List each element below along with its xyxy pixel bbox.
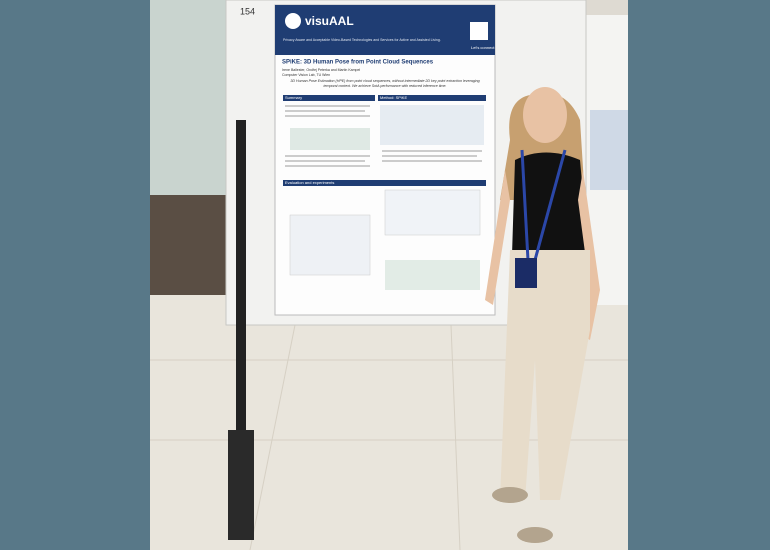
section-title: Summary xyxy=(285,95,302,100)
section-bar xyxy=(283,180,486,186)
neighbor-block xyxy=(590,110,628,190)
figure xyxy=(290,128,370,150)
person xyxy=(485,87,600,543)
section-bar xyxy=(283,95,375,101)
results-table xyxy=(289,214,371,276)
stand-leg xyxy=(236,120,246,540)
logo-icon xyxy=(285,13,301,29)
logo: visuAAL xyxy=(305,14,354,28)
affiliation: Computer Vision Lab, TU Wien xyxy=(282,73,330,77)
authors: Irene Ballester, Ondřej Peterka and Mart… xyxy=(282,68,360,72)
section-bar xyxy=(378,95,486,101)
door xyxy=(150,195,230,295)
board-number: 154 xyxy=(240,6,255,16)
poster-header xyxy=(275,5,495,55)
figure xyxy=(385,260,480,290)
window xyxy=(150,0,230,200)
logo-tagline: Privacy Aware and Acceptable Video-Based… xyxy=(283,38,441,42)
section-title: Evaluation and experiments xyxy=(285,180,334,185)
abstract: 3D Human Pose Estimation (HPE) from poin… xyxy=(290,79,480,88)
poster-title: SPiKE: 3D Human Pose from Point Cloud Se… xyxy=(282,60,434,66)
text-lines xyxy=(285,105,482,167)
plot xyxy=(384,189,481,236)
qr-caption: Let's connect xyxy=(471,45,495,50)
qr-code xyxy=(470,22,488,40)
figure xyxy=(380,105,484,145)
abstract-box: 3D Human Pose Estimation (HPE) from poin… xyxy=(290,79,480,88)
stand-foot xyxy=(228,430,254,540)
section-title: Method: SPiKE xyxy=(380,95,407,100)
